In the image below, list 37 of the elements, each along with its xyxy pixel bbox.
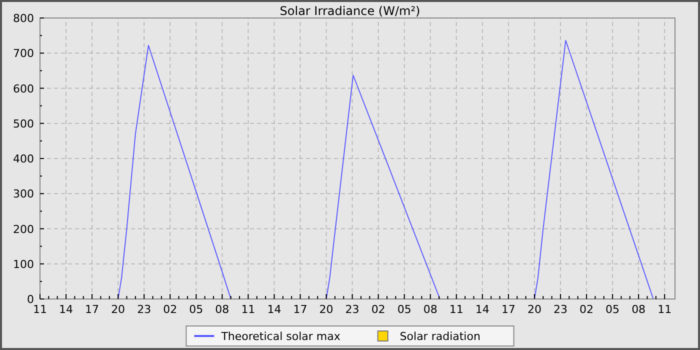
x-tick-label: 17 xyxy=(501,303,516,316)
x-tick-label: 23 xyxy=(553,303,568,316)
x-tick-label: 11 xyxy=(33,303,47,316)
x-tick-label: 14 xyxy=(475,303,490,316)
x-tick-label: 23 xyxy=(137,303,152,316)
y-tick-label: 300 xyxy=(13,188,34,201)
y-tick-label: 500 xyxy=(13,117,34,130)
x-tick-label: 20 xyxy=(111,303,126,316)
x-tick-label: 08 xyxy=(215,303,230,316)
x-tick-label: 17 xyxy=(293,303,308,316)
y-tick-label: 200 xyxy=(13,222,34,236)
chart-title: Solar Irradiance (W/m²) xyxy=(280,4,420,18)
y-tick-label: 600 xyxy=(13,82,34,96)
x-tick-label: 05 xyxy=(606,303,620,316)
x-tick-label: 11 xyxy=(241,303,256,316)
x-tick-label: 14 xyxy=(59,303,74,316)
x-tick-label: 02 xyxy=(163,303,178,316)
x-tick-label: 02 xyxy=(371,303,386,316)
x-tick-label: 11 xyxy=(449,303,464,316)
legend-label: Theoretical solar max xyxy=(220,330,341,343)
x-tick-label: 20 xyxy=(319,303,334,316)
x-tick-label: 14 xyxy=(267,303,282,316)
y-tick-label: 0 xyxy=(27,293,34,306)
x-tick-label: 23 xyxy=(345,303,360,316)
y-tick-label: 100 xyxy=(13,258,34,271)
x-tick-label: 08 xyxy=(423,303,438,316)
y-tick-label: 800 xyxy=(13,12,34,25)
x-tick-label: 05 xyxy=(189,303,204,316)
x-tick-label: 11 xyxy=(658,303,672,316)
x-tick-label: 17 xyxy=(85,303,100,316)
y-tick-label: 700 xyxy=(13,47,34,60)
y-tick-label: 400 xyxy=(13,152,34,166)
legend-label: Solar radiation xyxy=(400,330,480,343)
x-tick-label: 02 xyxy=(580,303,594,316)
x-tick-label: 08 xyxy=(632,303,646,316)
x-tick-label: 05 xyxy=(397,303,412,316)
x-tick-label: 20 xyxy=(527,303,542,316)
